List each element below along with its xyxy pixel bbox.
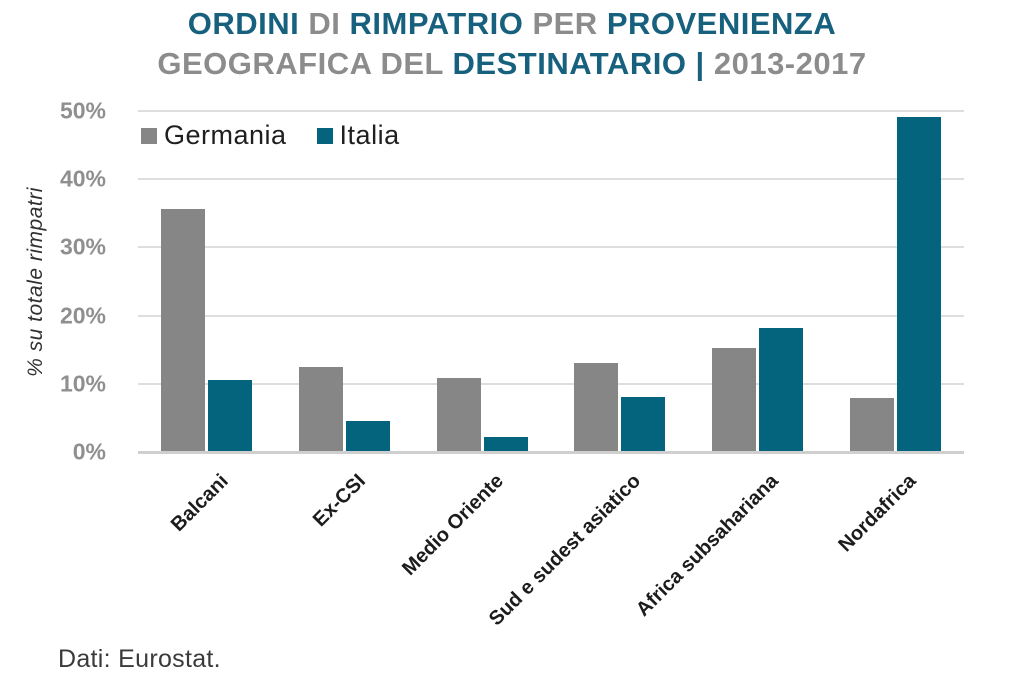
title-segment: DESTINATARIO [452, 46, 696, 81]
chart-title-line-1: ORDINI DI RIMPATRIO PER PROVENIENZA [0, 4, 1024, 44]
legend-item-italia: Italia [316, 120, 400, 151]
bar-italia-balcani [208, 380, 253, 452]
x-axis-label-africa-subsahariana: Africa subsahariana [632, 470, 784, 621]
bar-italia-sud-e-sudest-asiatico [621, 397, 666, 452]
bar-germania-balcani [161, 208, 206, 452]
legend-swatch-germania [141, 127, 157, 144]
legend-item-germania: Germania [141, 120, 287, 151]
legend-label-italia: Italia [339, 120, 400, 150]
legend-label-germania: Germania [164, 120, 287, 150]
gridline-30 [138, 246, 964, 249]
title-segment: | [695, 46, 714, 81]
title-segment: DI [308, 6, 350, 41]
bar-italia-nordafrica [896, 117, 941, 452]
chart-title-line-2: GEOGRAFICA DEL DESTINATARIO | 2013-2017 [0, 44, 1024, 84]
gridline-50 [138, 110, 964, 112]
x-axis-label-medio-oriente: Medio Oriente [397, 470, 508, 580]
title-segment: 2013-2017 [713, 46, 867, 81]
source-note: Dati: Eurostat. [58, 645, 221, 673]
bar-germania-nordafrica [849, 398, 894, 452]
title-segment: PROVENIENZA [606, 6, 837, 41]
x-axis-line [138, 451, 964, 454]
y-tick-label-50: 50% [59, 97, 106, 124]
y-tick-label-0: 0% [72, 438, 106, 465]
bar-italia-ex-csi [346, 420, 390, 452]
y-axis-title: % su totale rimpatri [24, 187, 47, 377]
bar-italia-medio-oriente [483, 436, 528, 452]
title-segment: RIMPATRIO [349, 6, 533, 41]
bar-germania-sud-e-sudest-asiatico [574, 363, 619, 452]
legend: Germania Italia [141, 120, 400, 151]
gridline-40 [138, 178, 964, 181]
title-segment: PER [532, 6, 607, 41]
y-tick-label-40: 40% [59, 165, 106, 192]
chart-title: ORDINI DI RIMPATRIO PER PROVENIENZA GEOG… [0, 4, 1024, 84]
title-segment: GEOGRAFICA DEL [157, 46, 453, 81]
gridline-10 [138, 382, 964, 385]
x-axis-label-balcani: Balcani [166, 470, 233, 536]
bar-germania-ex-csi [299, 366, 343, 452]
legend-swatch-italia [316, 127, 333, 144]
bar-italia-africa-subsahariana [759, 327, 803, 452]
title-segment: ORDINI [187, 6, 309, 41]
x-axis-label-sud-e-sudest-asiatico: Sud e sudest asiatico [485, 470, 646, 631]
bar-germania-medio-oriente [436, 378, 481, 452]
bar-germania-africa-subsahariana [712, 347, 756, 452]
y-tick-label-20: 20% [59, 302, 106, 329]
x-axis-label-nordafrica: Nordafrica [834, 470, 921, 557]
x-axis-label-ex-csi: Ex-CSI [308, 470, 371, 532]
y-tick-label-10: 10% [59, 370, 106, 397]
y-tick-label-30: 30% [59, 233, 106, 260]
gridline-20 [138, 314, 964, 317]
